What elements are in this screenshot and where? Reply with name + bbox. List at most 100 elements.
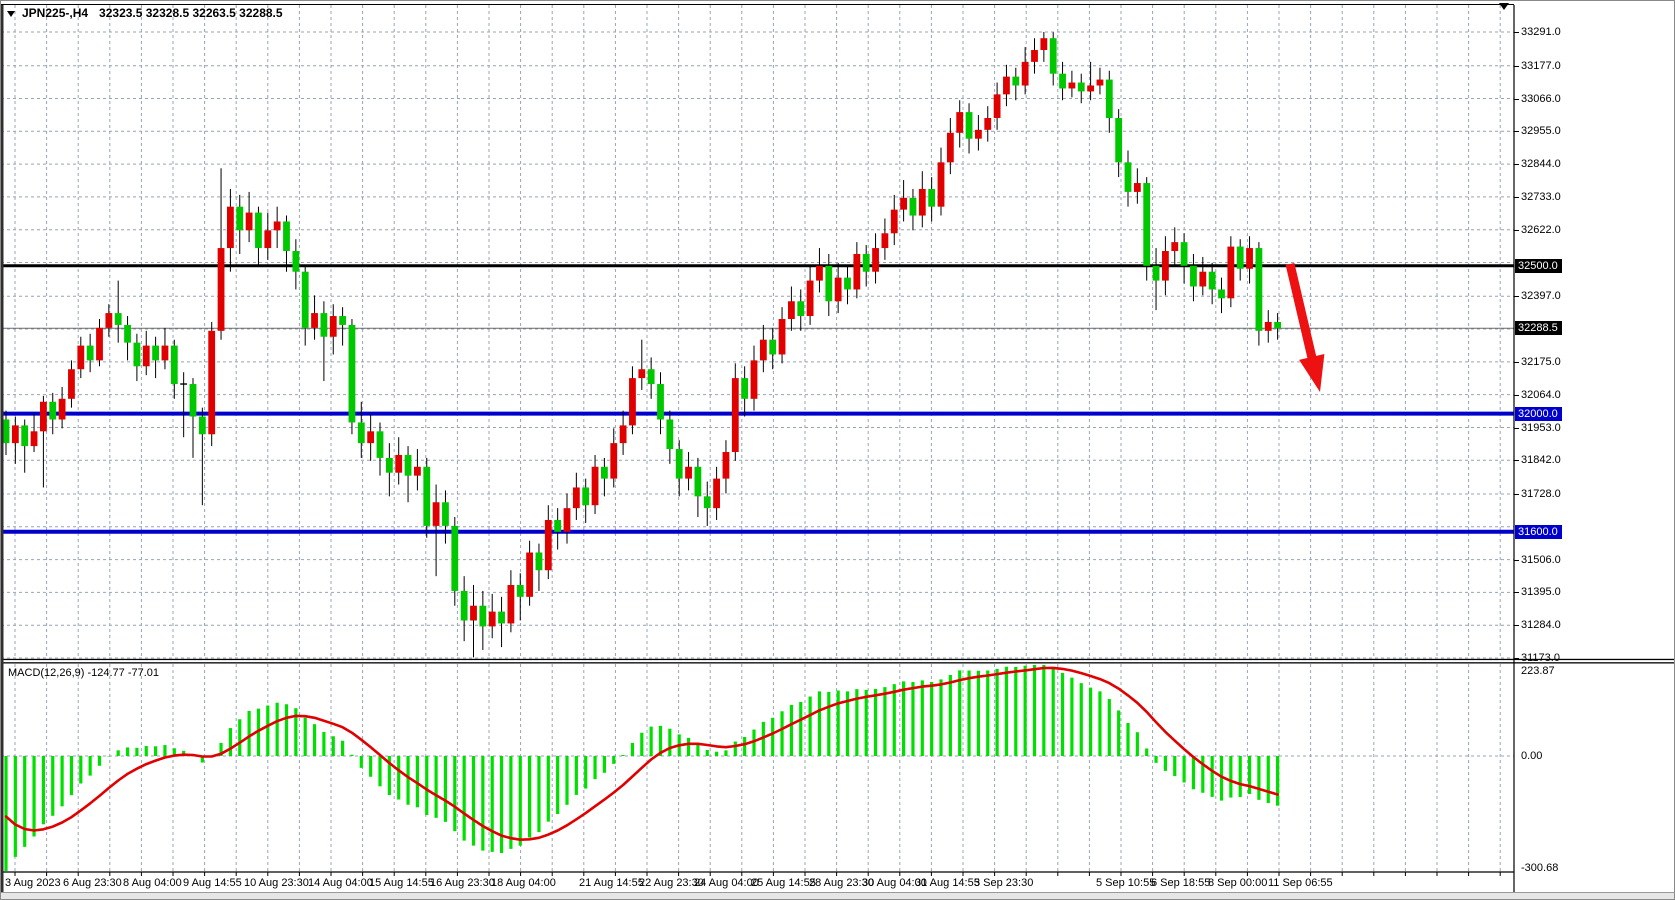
candle-bull [1171, 242, 1179, 252]
candle-bull [208, 330, 216, 435]
candle-bull [507, 585, 515, 624]
candle-bull [58, 398, 66, 420]
time-axis-label: 5 Sep 10:55 [1096, 877, 1156, 889]
candle-bear [133, 342, 141, 367]
candle-bear [255, 212, 262, 249]
candle-bull [30, 431, 38, 447]
candle-bear [862, 253, 870, 272]
candle-bull [1021, 61, 1029, 86]
time-axis-label: 28 Aug 23:30 [809, 877, 874, 889]
symbol-dropdown-icon[interactable] [7, 10, 15, 17]
candle-bear [86, 345, 94, 361]
candle-bear [1077, 82, 1085, 92]
trend-arrow-shaft[interactable] [1285, 262, 1318, 364]
candle-bear [694, 466, 702, 497]
candle-bear [1190, 265, 1197, 287]
price-tick-mark [1514, 427, 1519, 429]
chart-title: JPN225-,H4 32323.5 32328.5 32263.5 32288… [7, 6, 283, 20]
price-tick-mark [1514, 65, 1519, 67]
price-tick-mark [1514, 229, 1519, 231]
candle-bear [1124, 162, 1132, 192]
macd-indicator-label: MACD(12,26,9) -124.77 -77.01 [8, 667, 160, 679]
candle-bear [498, 611, 505, 624]
candle-bear [741, 378, 749, 399]
price-tick-label: 31953.0 [1521, 421, 1561, 434]
candle-bull [273, 221, 281, 231]
candle-bull [68, 369, 75, 399]
candle-bull [77, 345, 85, 370]
candle-bull [834, 277, 842, 302]
price-tick-mark [1514, 296, 1519, 298]
candle-bear [152, 345, 159, 361]
candle-bear [1049, 38, 1057, 74]
price-level-badge: 32500.0 [1515, 258, 1562, 273]
candle-bear [1218, 289, 1225, 299]
time-axis-label: 18 Aug 04:00 [491, 877, 556, 889]
pane-separator-bottom [1, 662, 1674, 664]
candle-bull [1264, 321, 1272, 331]
price-tick-mark [1514, 658, 1519, 659]
window-left-edge [1, 5, 4, 892]
candle-bear [1152, 265, 1160, 281]
candle-bull [311, 313, 318, 328]
price-tick-mark [1514, 559, 1519, 561]
price-tick-label: 31395.0 [1521, 586, 1561, 599]
time-axis-label: 6 Sep 18:55 [1151, 877, 1211, 889]
candle-bull [918, 188, 926, 216]
candle-bear [292, 251, 300, 272]
time-axis-label: 21 Aug 14:55 [579, 877, 644, 889]
candle-bull [227, 206, 234, 249]
candle-bull [11, 425, 19, 444]
candle-bull [1133, 183, 1141, 192]
pane-separator-top [1, 658, 1674, 661]
time-axis-label: 14 Aug 04:00 [308, 877, 373, 889]
candle-bull [264, 230, 272, 249]
price-tick-mark [1514, 131, 1519, 133]
candle-bear [404, 454, 412, 476]
candle-bull [1162, 251, 1169, 281]
candle-bear [21, 425, 29, 447]
candle-bear [1255, 248, 1263, 331]
candle-bull [788, 301, 795, 319]
candle-bull [900, 197, 907, 210]
candle-bull [329, 316, 337, 337]
candle-bear [928, 188, 936, 207]
price-level-badge: 31600.0 [1515, 524, 1562, 539]
price-tick-label: 31284.0 [1521, 619, 1561, 632]
candle-bear [339, 316, 346, 325]
candle-bull [105, 313, 113, 328]
candle-bear [535, 552, 543, 571]
candle-bear [1180, 242, 1188, 266]
candle-bull [853, 253, 861, 290]
price-tick-mark [1514, 32, 1519, 33]
price-tick-mark [1514, 361, 1519, 363]
candle-bull [890, 209, 898, 234]
candle-bear [844, 277, 851, 290]
candle-bear [124, 324, 131, 343]
candle-bull [1246, 248, 1253, 269]
candle-bull [778, 318, 786, 355]
time-axis-label: 25 Aug 14:55 [751, 877, 816, 889]
candle-bear [769, 339, 777, 355]
time-axis-label: 8 Aug 04:00 [123, 877, 182, 889]
time-axis-label: 30 Aug 04:00 [862, 877, 927, 889]
time-axis-label: 3 Sep 23:30 [974, 877, 1034, 889]
candle-bear [797, 301, 805, 317]
candle-bear [554, 519, 562, 532]
trend-arrow-head[interactable] [1299, 354, 1325, 392]
candle-bear [376, 431, 384, 458]
candle-bull [975, 129, 982, 139]
candle-bull [993, 94, 1001, 119]
chart-shift-marker-icon[interactable] [1499, 3, 1509, 10]
candle-bull [161, 345, 169, 361]
candle-bull [432, 502, 440, 526]
candle-bull [956, 112, 964, 133]
time-axis-label: 24 Aug 04:00 [694, 877, 759, 889]
candle-bear [189, 384, 197, 417]
candle-bear [825, 265, 833, 302]
price-tick-mark [1514, 164, 1519, 166]
candle-bear [236, 206, 244, 231]
time-axis-label: 8 Sep 00:00 [1208, 877, 1268, 889]
time-axis-label: 16 Aug 23:30 [430, 877, 495, 889]
